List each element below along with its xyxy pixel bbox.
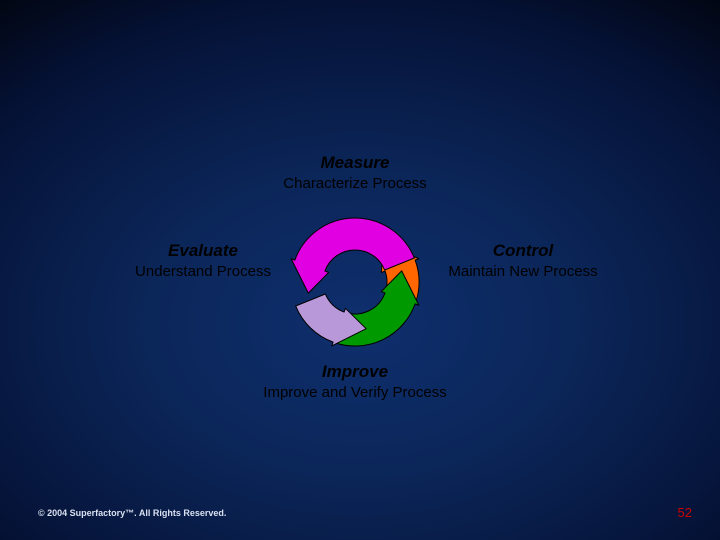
label-evaluate-title: Evaluate [63,241,343,261]
label-control: Control Maintain New Process [383,241,663,280]
slide: Measure Characterize Process Evaluate Un… [0,0,720,540]
label-measure: Measure Characterize Process [215,153,495,192]
footer-copyright: © 2004 Superfactory™. All Rights Reserve… [38,508,226,518]
label-improve-sub: Improve and Verify Process [215,384,495,401]
cycle-diagram [265,192,445,372]
label-control-title: Control [383,241,663,261]
label-measure-sub: Characterize Process [215,175,495,192]
label-improve: Improve Improve and Verify Process [215,362,495,401]
label-measure-title: Measure [215,153,495,173]
label-evaluate-sub: Understand Process [63,263,343,280]
page-number: 52 [678,505,692,520]
label-control-sub: Maintain New Process [383,263,663,280]
label-evaluate: Evaluate Understand Process [63,241,343,280]
label-improve-title: Improve [215,362,495,382]
